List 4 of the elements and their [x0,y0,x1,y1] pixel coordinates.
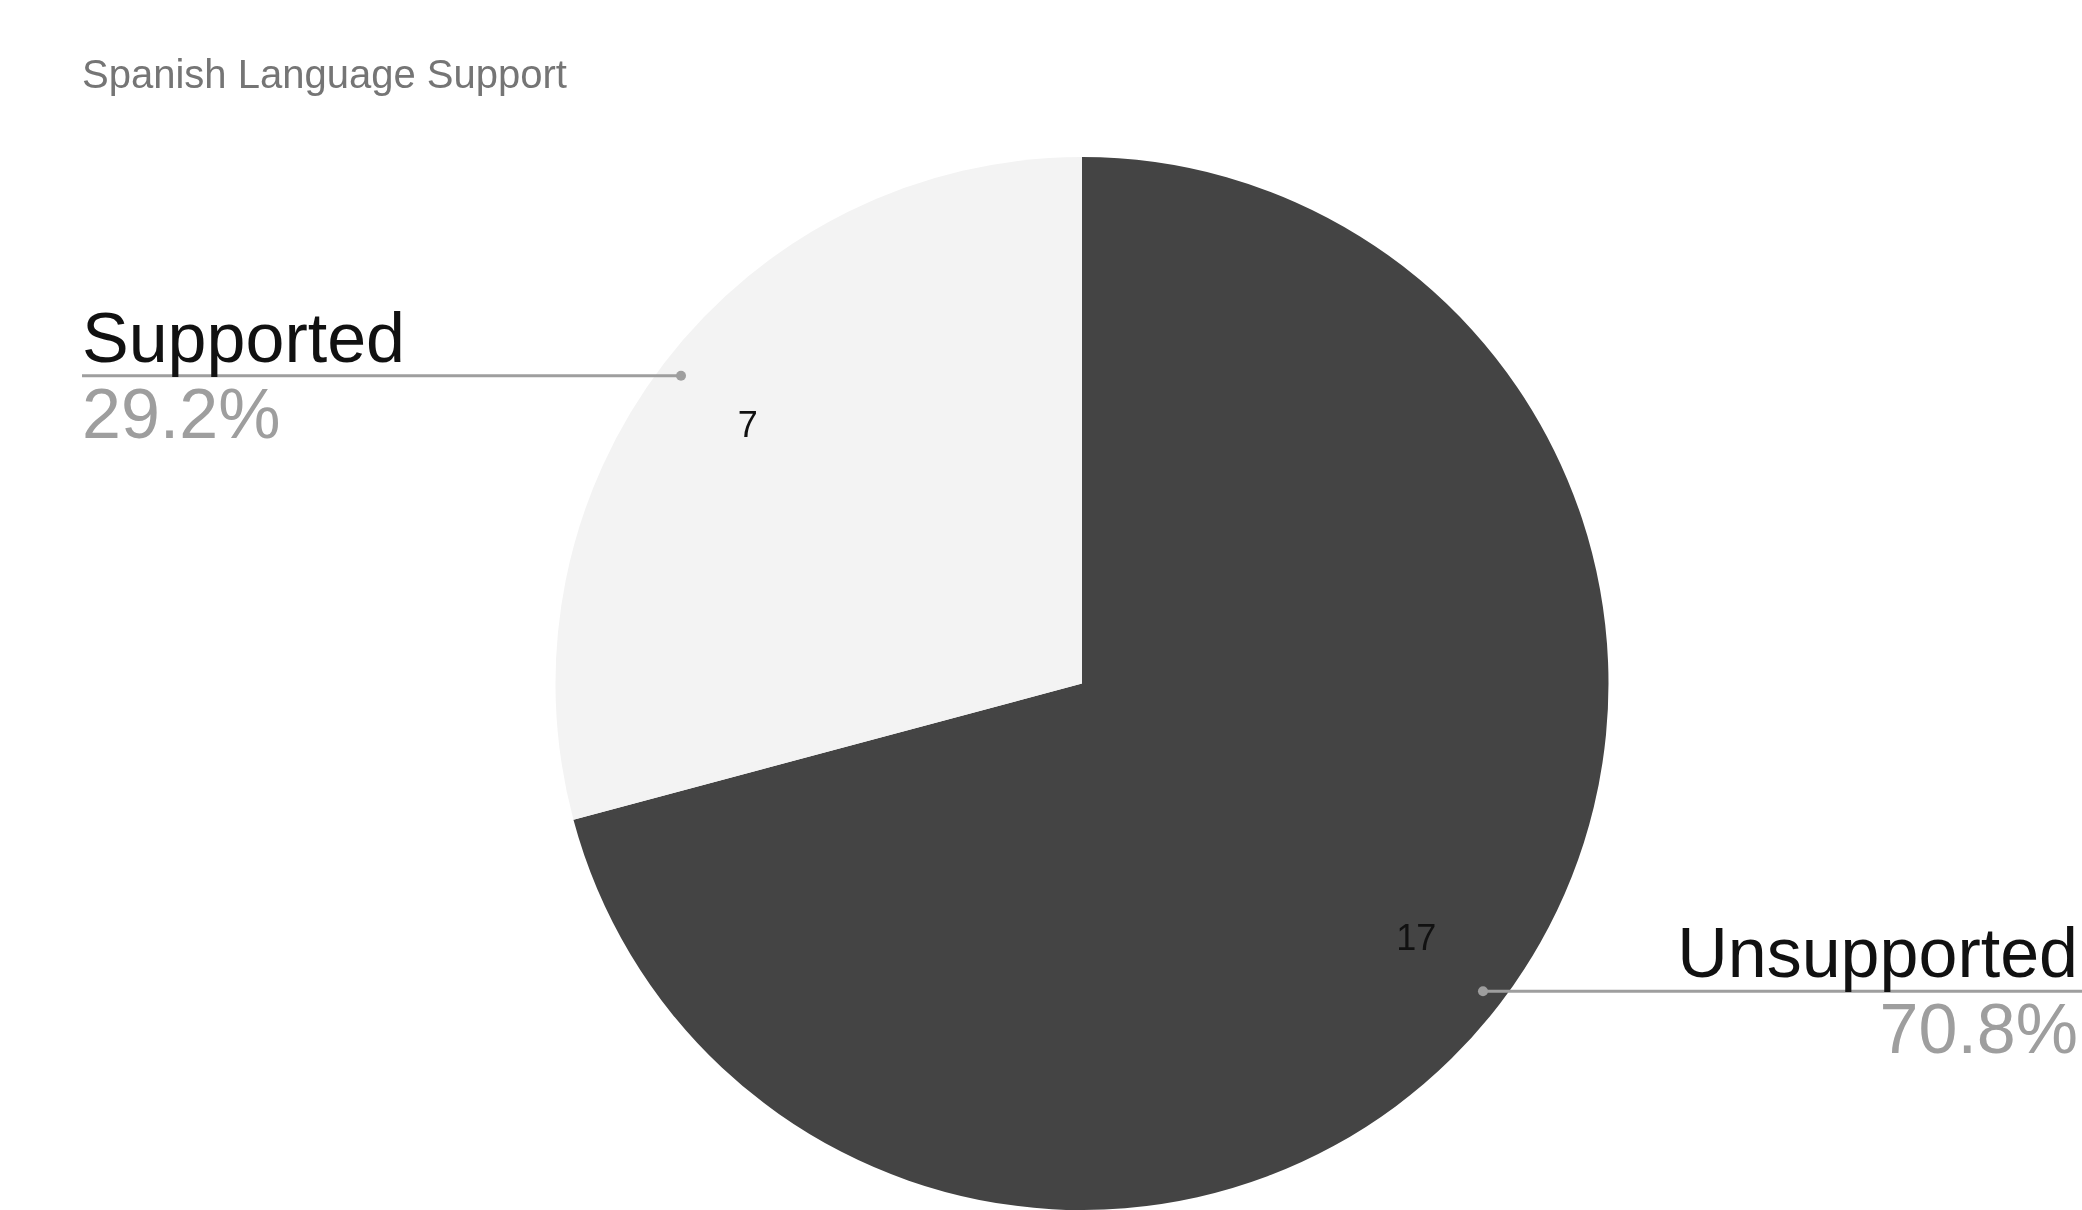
data-label: 7 [737,404,758,446]
chart-title: Spanish Language Support [82,52,567,96]
slice-label: Unsupported [1677,914,2078,993]
slice-label: Supported [82,298,406,377]
